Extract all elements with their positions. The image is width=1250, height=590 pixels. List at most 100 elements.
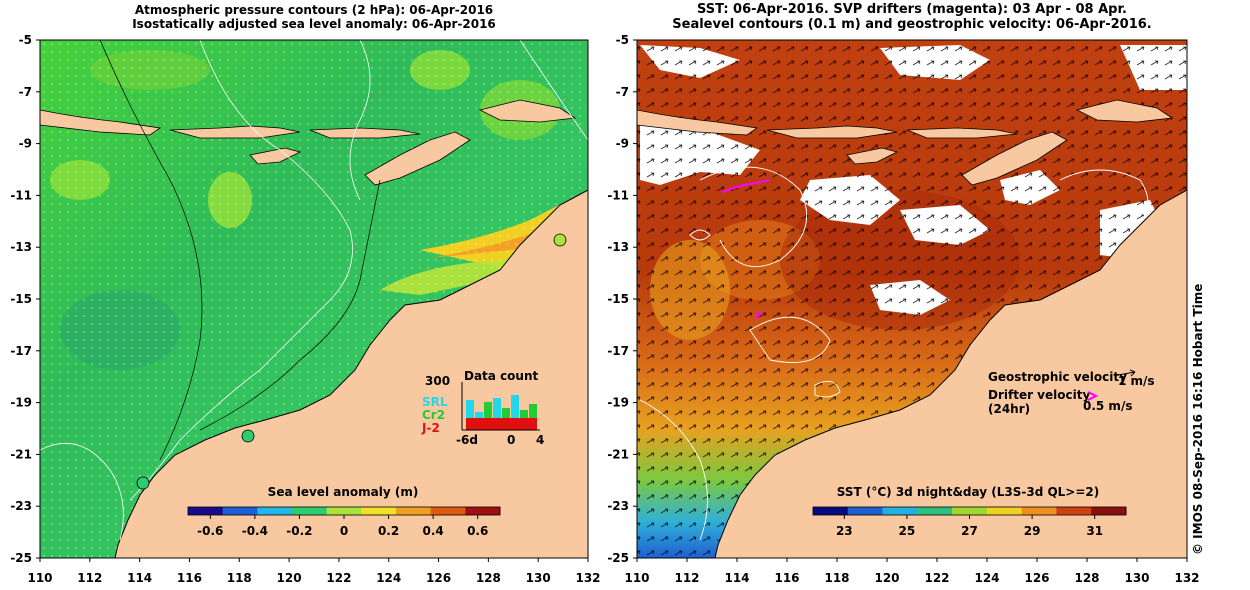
left-colorbar-tick-label: 0.6 — [467, 524, 488, 538]
y-tick-label: -13 — [607, 240, 629, 254]
y-tick-label: -11 — [607, 188, 629, 202]
y-tick-label: -7 — [19, 85, 32, 99]
data-count-xstart: -6d — [456, 433, 478, 447]
y-tick-label: -9 — [19, 137, 32, 151]
right-colorbar-tick-label: 31 — [1086, 524, 1103, 538]
tide-gauge-marker[interactable] — [241, 429, 255, 443]
right-colorbar-swatch — [882, 507, 918, 515]
x-tick-label: 110 — [624, 571, 649, 585]
x-tick-label: 114 — [127, 571, 152, 585]
right-colorbar-swatch — [952, 507, 988, 515]
right-title-line2: Sealevel contours (0.1 m) and geostrophi… — [672, 17, 1152, 32]
y-tick-label: -9 — [616, 137, 629, 151]
data-count-bar — [484, 402, 492, 430]
sealevel-contour — [749, 316, 831, 363]
tide-gauge-marker[interactable] — [553, 233, 567, 247]
svp-drifter-track[interactable] — [754, 311, 762, 319]
sealevel-contour — [639, 399, 708, 541]
right-colorbar-swatch — [1091, 507, 1127, 515]
australia-land — [114, 189, 588, 558]
bathymetry-contour — [199, 179, 381, 431]
pressure-contour — [129, 40, 353, 501]
left-colorbar-swatch — [465, 507, 501, 515]
pressure-contour — [349, 40, 371, 201]
velocity-legend: Geostrophic velocity 1 m/s Drifter veloc… — [988, 369, 1155, 416]
y-tick-label: -15 — [10, 292, 32, 306]
x-tick-label: 120 — [874, 571, 899, 585]
data-count-bar — [511, 395, 519, 430]
svp-drifter-track[interactable] — [721, 179, 771, 193]
left-colorbar-tick-label: 0.2 — [378, 524, 399, 538]
island-wetar — [478, 99, 577, 123]
y-tick-label: -19 — [10, 396, 32, 410]
legend-drifter-sublabel: (24hr) — [988, 402, 1030, 416]
legend-srl: SRL — [422, 395, 448, 409]
x-tick-label: 118 — [824, 571, 849, 585]
imos-credit: © IMOS 08-Sep-2016 16:16 Hobart Time — [1191, 284, 1205, 555]
drifter-arrow-icon — [1087, 391, 1099, 401]
left-colorbar-tick-label: 0.4 — [423, 524, 444, 538]
island-flores — [309, 127, 421, 139]
sealevel-contour — [699, 166, 808, 268]
x-tick-label: 118 — [227, 571, 252, 585]
right-colorbar-swatch — [917, 507, 953, 515]
x-tick-label: 130 — [1124, 571, 1149, 585]
geostrophic-arrow-icon — [1117, 369, 1136, 377]
left-colorbar-swatch — [326, 507, 362, 515]
island-flores — [906, 127, 1018, 139]
x-tick-label: 122 — [326, 571, 351, 585]
y-tick-label: -17 — [10, 344, 32, 358]
y-tick-label: -17 — [607, 344, 629, 358]
right-colorbar: SST (°C) 3d night&day (L3S-3d QL>=2) 23 2… — [812, 485, 1127, 538]
data-count-bar-j2 — [466, 418, 537, 430]
legend-geostrophic-value: 1 m/s — [1118, 374, 1155, 388]
island-java-bali — [637, 109, 759, 136]
sealevel-contour — [1059, 169, 1149, 231]
left-colorbar-tick-label: -0.4 — [242, 524, 268, 538]
x-tick-label: 130 — [526, 571, 551, 585]
y-tick-label: -15 — [607, 292, 629, 306]
y-tick-label: -23 — [607, 499, 629, 513]
data-count-title: Data count — [464, 369, 539, 383]
island-java-bali — [40, 109, 162, 136]
data-count-bar — [493, 398, 501, 430]
y-tick-label: -21 — [607, 447, 629, 461]
island-sumba — [846, 147, 899, 165]
x-tick-label: 112 — [674, 571, 699, 585]
x-tick-label: 132 — [575, 571, 600, 585]
tide-gauge-marker[interactable] — [136, 476, 150, 490]
y-tick-label: -5 — [19, 33, 32, 47]
data-count-inset: Data count 300 SRL Cr2 J-2 -6d 0 4 — [421, 369, 544, 447]
right-colorbar-swatch — [1056, 507, 1092, 515]
x-tick-label: 112 — [77, 571, 102, 585]
right-colorbar-tick-label: 25 — [899, 524, 916, 538]
x-tick-label: 128 — [1074, 571, 1099, 585]
left-title-line2: Isostatically adjusted sea level anomaly… — [132, 17, 496, 31]
x-tick-label: 124 — [376, 571, 401, 585]
bathymetry-contour — [99, 40, 203, 461]
right-colorbar-tick-label: 27 — [961, 524, 978, 538]
x-tick-label: 114 — [724, 571, 749, 585]
x-tick-label: 122 — [924, 571, 949, 585]
left-colorbar-tick-label: -0.2 — [286, 524, 312, 538]
right-colorbar-swatch — [847, 507, 884, 515]
right-colorbar-label: SST (°C) 3d night&day (L3S-3d QL>=2) — [837, 485, 1100, 499]
right-map — [637, 40, 1187, 558]
x-tick-label: 124 — [974, 571, 999, 585]
y-tick-label: -23 — [10, 499, 32, 513]
data-count-bar — [529, 404, 537, 430]
right-colorbar-swatch — [1021, 507, 1057, 515]
data-count-ymax: 300 — [425, 374, 450, 388]
left-colorbar-swatch — [292, 507, 328, 515]
y-tick-label: -11 — [10, 188, 32, 202]
data-count-xmid: 0 — [507, 433, 515, 447]
x-tick-label: 120 — [277, 571, 302, 585]
pressure-contour — [519, 40, 588, 141]
x-tick-label: 116 — [177, 571, 202, 585]
left-colorbar-swatch — [361, 507, 397, 515]
y-tick-label: -21 — [10, 447, 32, 461]
y-tick-label: -25 — [10, 551, 32, 565]
left-colorbar: Sea level anomaly (m) -0.6 -0.4 -0.2 0 0.2 0.… — [187, 485, 501, 538]
australia-land — [714, 189, 1187, 558]
